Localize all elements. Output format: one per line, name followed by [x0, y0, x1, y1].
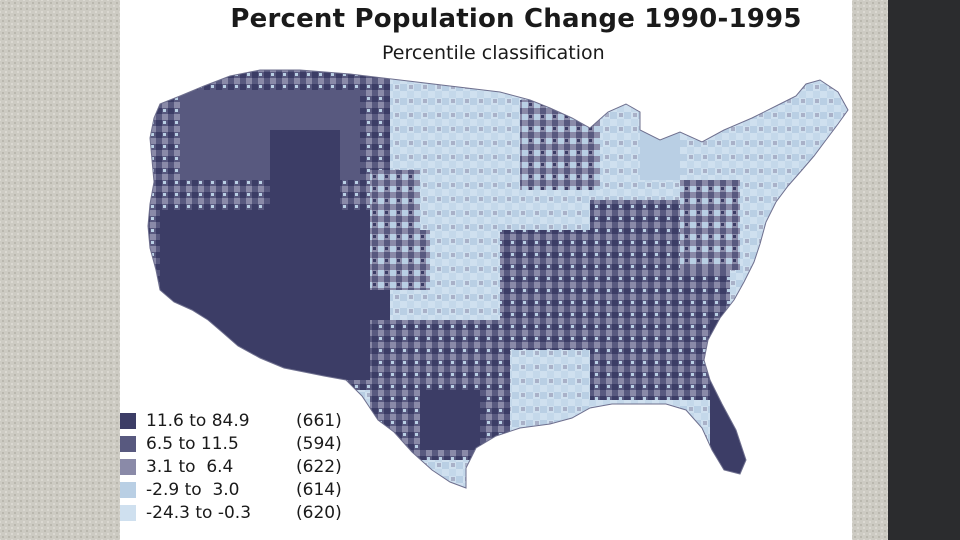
dark-side-strip — [888, 0, 960, 540]
legend-swatch — [120, 482, 136, 498]
legend-count: (661) — [296, 411, 342, 431]
legend-item: 11.6 to 84.9 (661) — [120, 410, 342, 432]
legend-swatch — [120, 436, 136, 452]
map-subtitle: Percentile classification — [382, 42, 605, 64]
legend-item: -2.9 to 3.0 (614) — [120, 479, 342, 501]
legend-range: -24.3 to -0.3 — [146, 503, 252, 523]
county-choropleth — [148, 70, 848, 488]
legend-swatch — [120, 413, 136, 429]
legend-count: (594) — [296, 434, 342, 454]
legend-range: 11.6 to 84.9 — [146, 411, 250, 431]
legend-item: -24.3 to -0.3 (620) — [120, 502, 342, 524]
legend-item: 3.1 to 6.4 (622) — [120, 456, 342, 478]
us-county-map — [147, 69, 849, 489]
slide: Percent Population Change 1990-1995 Perc… — [120, 0, 852, 540]
legend-count: (614) — [296, 480, 342, 500]
legend-range: 3.1 to 6.4 — [146, 457, 234, 477]
legend-count: (620) — [296, 503, 342, 523]
legend-swatch — [120, 505, 136, 521]
legend-range: -2.9 to 3.0 — [146, 480, 240, 500]
legend-swatch — [120, 459, 136, 475]
legend-range: 6.5 to 11.5 — [146, 434, 239, 454]
map-title: Percent Population Change 1990-1995 — [230, 4, 802, 34]
legend-count: (622) — [296, 457, 342, 477]
legend-item: 6.5 to 11.5 (594) — [120, 433, 342, 455]
